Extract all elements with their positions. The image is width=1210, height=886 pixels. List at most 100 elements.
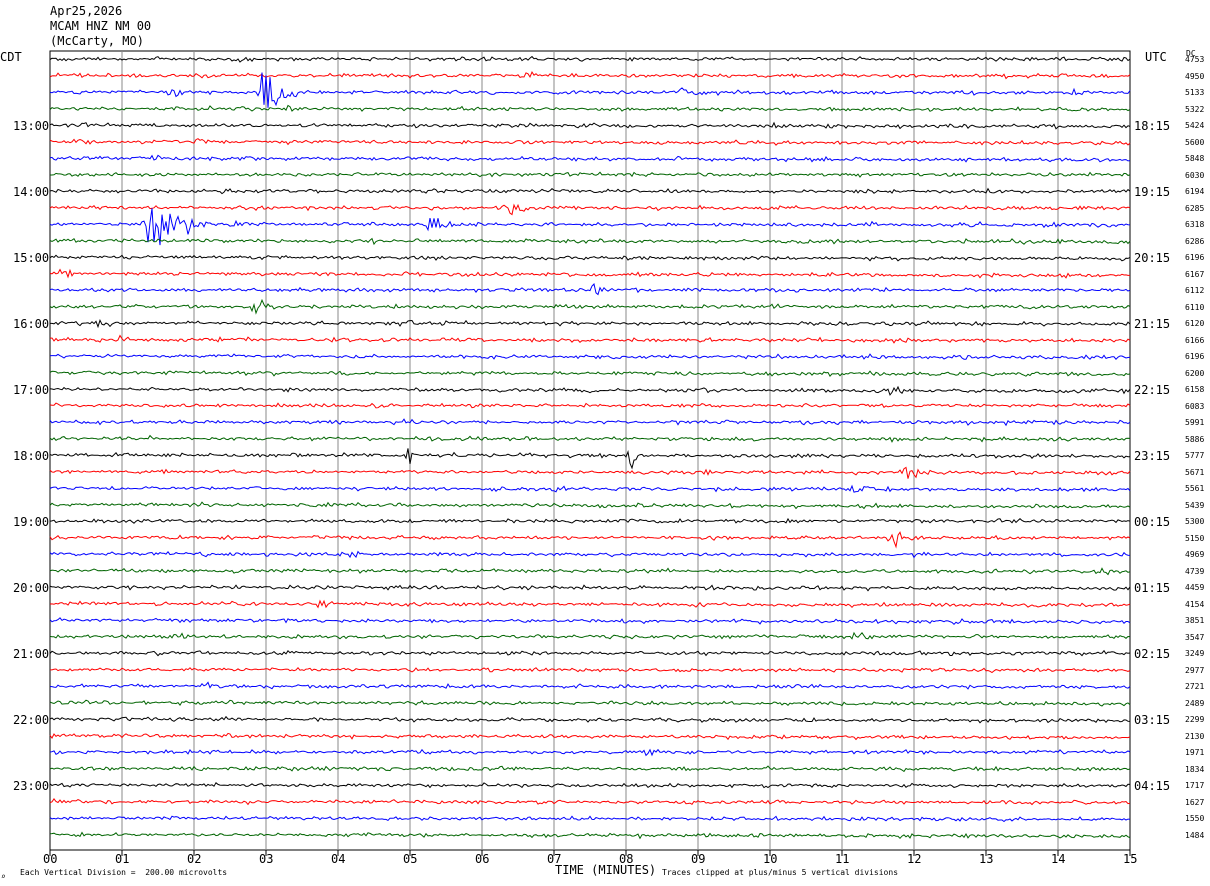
seismic-trace [49,782,1131,789]
x-tick-label: 00 [43,852,58,866]
x-tick-label: 13 [979,852,994,866]
seismic-trace [49,104,1131,112]
right-hour-label: 00:15 [1134,515,1171,529]
dc-offset-label: 5322 [1185,104,1205,114]
right-hour-label: 23:15 [1134,449,1171,463]
x-tick-label: 03 [259,852,274,866]
dc-offset-label: 5561 [1185,484,1205,493]
seismic-trace [49,599,1131,609]
seismic-trace [49,466,1131,479]
seismic-trace [49,254,1131,262]
left-hour-label: 22:00 [13,713,50,727]
dc-offset-label: 3547 [1185,632,1205,642]
x-axis-title: TIME (MINUTES) [555,863,657,877]
footer-clip-note: Traces clipped at plus/minus 5 vertical … [662,868,899,877]
seismic-trace [49,154,1131,163]
footer-scale-note: Each Vertical Division = 200.00 microvol… [20,868,228,877]
seismic-trace [49,765,1131,773]
dc-offset-label: 5300 [1185,517,1205,526]
left-hour-label: 19:00 [13,515,50,529]
header-station: MCAM HNZ NM 00 [50,19,152,33]
seismic-trace [49,434,1131,443]
right-hour-label: 22:15 [1134,383,1171,397]
x-tick-label: 05 [403,852,418,866]
x-tick-label: 02 [187,852,202,866]
dc-offset-label: 6083 [1185,401,1205,411]
seismic-trace [49,584,1131,592]
dc-offset-label: 1971 [1185,748,1205,757]
dc-offset-label: 6112 [1185,286,1205,295]
x-tick-label: 04 [331,852,346,866]
left-hour-label: 18:00 [13,449,50,463]
seismic-trace [49,699,1131,707]
x-tick-label: 06 [475,852,490,866]
dc-offset-label: 3851 [1185,616,1205,625]
seismic-trace [50,667,1131,674]
seismic-trace [49,237,1131,246]
dc-offset-label: 4969 [1185,550,1205,559]
dc-offset-label: 4459 [1185,583,1205,592]
right-timezone-label: UTC [1145,50,1167,64]
seismic-trace [49,501,1131,510]
seismic-trace [49,617,1131,625]
seismic-trace [50,318,1131,329]
x-tick-label: 08 [619,852,634,866]
seismic-trace [49,402,1131,409]
seismic-trace [49,748,1131,757]
dc-offset-label: 5439 [1185,500,1205,510]
plot-frame [49,50,1131,851]
dc-offset-label: 6167 [1185,269,1205,279]
dc-offset-label: 3249 [1185,649,1205,658]
dc-offset-label: 2489 [1185,698,1205,708]
x-tick-label: 01 [115,852,130,866]
dc-offset-label: 5600 [1185,137,1205,147]
dc-offset-label: 4154 [1185,599,1205,609]
left-timezone-label: CDT [0,50,22,64]
right-hour-label: 01:15 [1134,581,1171,595]
header-location: (McCarty, MO) [50,34,144,48]
dc-offset-label: 6120 [1185,319,1205,328]
seismic-trace [49,798,1131,806]
dc-offset-label: 5424 [1185,121,1205,130]
dc-offset-label: 1627 [1185,797,1205,807]
header-date: Apr25,2026 [50,4,123,18]
x-tick-label: 09 [691,852,706,866]
right-hour-label: 18:15 [1134,119,1171,133]
seismic-trace [49,715,1131,724]
dc-offset-label: 1834 [1185,764,1205,774]
seismic-trace [49,121,1131,130]
dc-offset-label: 2299 [1185,715,1205,724]
seismic-trace [49,732,1131,741]
dc-offset-label: 2130 [1185,731,1205,741]
zoom-icon: ⌕ [1,872,6,881]
seismic-trace [49,208,1131,246]
dc-offset-label: 5671 [1185,467,1205,477]
seismic-trace [49,138,1131,146]
dc-offset-label: 1717 [1185,781,1205,790]
seismic-trace [49,283,1131,296]
left-hour-label: 16:00 [13,317,50,331]
dc-offset-label: 6285 [1185,203,1205,213]
right-hour-label: 21:15 [1134,317,1171,331]
dc-header: DC [1186,49,1196,58]
seismic-trace [49,631,1131,640]
seismic-trace [49,815,1131,823]
left-hour-label: 20:00 [13,581,50,595]
right-hour-label: 04:15 [1134,779,1171,793]
seismic-trace [49,681,1131,690]
seismic-trace [49,187,1131,195]
dc-offset-label: 2721 [1185,682,1205,691]
dc-offset-label: 4739 [1185,566,1205,576]
seismic-trace [49,55,1131,63]
dc-offset-label: 1550 [1185,814,1205,823]
dc-offset-label: 6196 [1185,253,1205,262]
x-tick-label: 11 [835,852,850,866]
left-hour-label: 14:00 [13,185,50,199]
seismic-trace [49,203,1131,216]
seismic-trace [49,831,1131,840]
left-hour-label: 17:00 [13,383,50,397]
right-hour-label: 03:15 [1134,713,1171,727]
dc-offset-label: 6166 [1185,335,1205,345]
dc-offset-label: 5150 [1185,533,1205,543]
